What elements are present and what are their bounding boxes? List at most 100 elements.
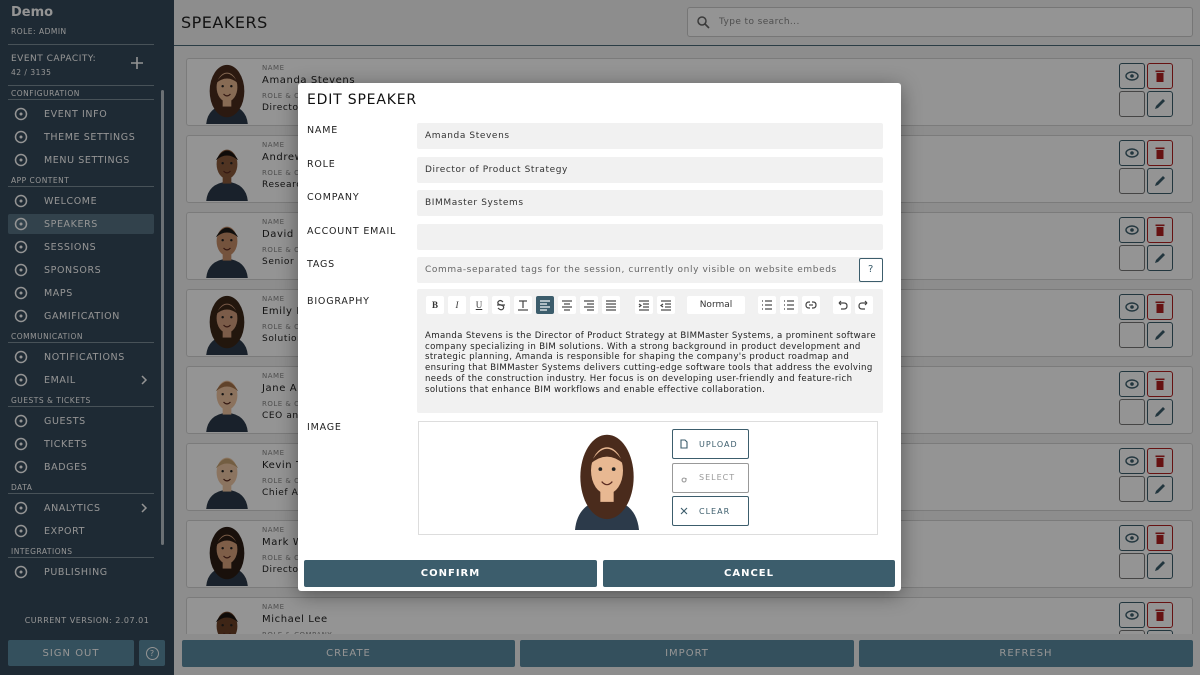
editor[interactable]: B I U Normal Amanda Stevens is the Director… [417, 289, 883, 413]
mouth [223, 632, 231, 634]
toolbar-button[interactable] [780, 296, 798, 314]
search[interactable]: Type to search... [687, 7, 1193, 37]
field-input[interactable]: Comma-separated tags for the session, cu… [417, 257, 883, 283]
toolbar-glyph: U [475, 300, 483, 310]
delete-button[interactable] [1147, 294, 1173, 320]
toolbar-button[interactable]: I [448, 296, 466, 314]
field-input[interactable]: BIMMaster Systems [417, 190, 883, 216]
nav-item[interactable]: GUESTS [8, 411, 154, 431]
nav-item[interactable]: GAMIFICATION [8, 306, 154, 326]
nav-item[interactable]: NOTIFICATIONS [8, 347, 154, 367]
blank-button[interactable] [1119, 245, 1145, 271]
name-label: NAME [262, 449, 285, 457]
toolbar-button[interactable] [855, 296, 873, 314]
tags-help[interactable]: ? [859, 258, 883, 282]
sign-out[interactable]: SIGN OUT [8, 640, 134, 666]
nav-item[interactable]: THEME SETTINGS [8, 127, 154, 147]
confirm-button[interactable]: CONFIRM [304, 560, 597, 587]
delete-button[interactable] [1147, 448, 1173, 474]
delete-button[interactable] [1147, 525, 1173, 551]
toolbar-button[interactable]: Normal [687, 296, 745, 314]
delete-button[interactable] [1147, 602, 1173, 628]
nav-item[interactable]: SPONSORS [8, 260, 154, 280]
cancel-button[interactable]: CANCEL [603, 560, 895, 587]
speaker-name: Mark W [262, 537, 304, 548]
view-button[interactable] [1119, 602, 1145, 628]
help-button[interactable]: ? [139, 640, 165, 666]
edit-button[interactable] [1147, 322, 1173, 348]
icon-shape [14, 350, 28, 364]
blank-button[interactable] [1119, 168, 1145, 194]
footer-button[interactable]: IMPORT [520, 640, 854, 667]
field-input[interactable]: Director of Product Strategy [417, 157, 883, 183]
eye [221, 547, 224, 550]
delete-button[interactable] [1147, 371, 1173, 397]
image-button[interactable]: SELECT [672, 462, 749, 493]
blank-button[interactable] [1119, 91, 1145, 117]
mouth [223, 247, 231, 251]
role-label: ROLE & COMPANY [262, 400, 332, 408]
edit-button[interactable] [1147, 91, 1173, 117]
image-button[interactable]: UPLOAD [672, 429, 749, 459]
field-input[interactable] [417, 224, 883, 250]
toolbar-button[interactable]: U [470, 296, 488, 314]
add-capacity[interactable] [130, 56, 144, 70]
delete-button[interactable] [1147, 140, 1173, 166]
toolbar-button[interactable] [833, 296, 851, 314]
toolbar-button[interactable]: B [426, 296, 444, 314]
nav-item[interactable]: MAPS [8, 283, 154, 303]
nav-item[interactable]: WELCOME [8, 191, 154, 211]
view-button[interactable] [1119, 371, 1145, 397]
view-button[interactable] [1119, 448, 1145, 474]
delete-button[interactable] [1147, 217, 1173, 243]
toolbar-icon [540, 300, 550, 311]
edit-button[interactable] [1147, 245, 1173, 271]
nav-item[interactable]: MENU SETTINGS [8, 150, 154, 170]
edit-button[interactable] [1147, 168, 1173, 194]
divider [8, 186, 154, 187]
view-button-icon [1125, 379, 1139, 389]
edit-button[interactable] [1147, 553, 1173, 579]
blank-button[interactable] [1119, 630, 1145, 634]
toolbar-button[interactable] [580, 296, 598, 314]
icon-line [838, 302, 842, 306]
footer-button[interactable]: REFRESH [859, 640, 1193, 667]
nav-item[interactable]: EVENT INFO [8, 104, 154, 124]
toolbar-button[interactable] [802, 296, 820, 314]
view-button[interactable] [1119, 294, 1145, 320]
nav-item[interactable]: EMAIL [8, 370, 154, 390]
toolbar-button[interactable] [635, 296, 653, 314]
view-button[interactable] [1119, 63, 1145, 89]
blank-button[interactable] [1119, 476, 1145, 502]
delete-button[interactable] [1147, 63, 1173, 89]
eye [230, 85, 233, 88]
toolbar-button[interactable] [657, 296, 675, 314]
nav-label: GUESTS [44, 416, 86, 427]
nav-item[interactable]: PUBLISHING [8, 562, 154, 582]
view-button[interactable] [1119, 140, 1145, 166]
toolbar-button[interactable] [558, 296, 576, 314]
toolbar-button[interactable] [514, 296, 532, 314]
nav-item[interactable]: SESSIONS [8, 237, 154, 257]
view-button[interactable] [1119, 525, 1145, 551]
nav-item[interactable]: TICKETS [8, 434, 154, 454]
blank-button[interactable] [1119, 399, 1145, 425]
blank-button[interactable] [1119, 322, 1145, 348]
nav-item[interactable]: BADGES [8, 457, 154, 477]
toolbar-button[interactable] [492, 296, 510, 314]
image-button[interactable]: CLEAR [672, 496, 749, 526]
pencil [1155, 484, 1165, 494]
nav-item[interactable]: EXPORT [8, 521, 154, 541]
blank-button[interactable] [1119, 553, 1145, 579]
edit-button[interactable] [1147, 476, 1173, 502]
toolbar-button[interactable] [758, 296, 776, 314]
toolbar-button[interactable] [602, 296, 620, 314]
field-input[interactable]: Amanda Stevens [417, 123, 883, 149]
footer-button[interactable]: CREATE [182, 640, 515, 667]
nav-item[interactable]: ANALYTICS [8, 498, 154, 518]
nav-item[interactable]: SPEAKERS [8, 214, 154, 234]
edit-button[interactable] [1147, 399, 1173, 425]
edit-button[interactable] [1147, 630, 1173, 634]
toolbar-button[interactable] [536, 296, 554, 314]
view-button[interactable] [1119, 217, 1145, 243]
